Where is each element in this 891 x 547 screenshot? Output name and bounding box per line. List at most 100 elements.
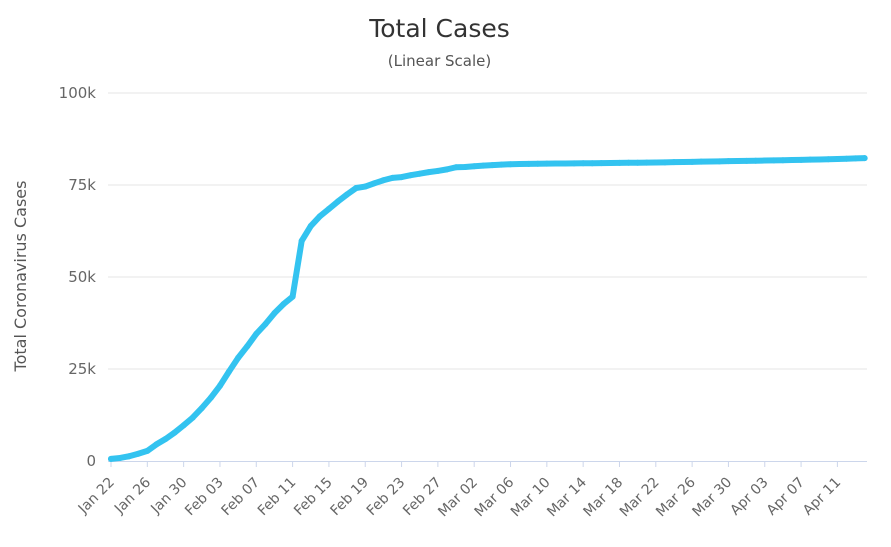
data-point[interactable] [226,368,233,375]
x-tick-label: Mar 10 [508,475,554,521]
data-point[interactable] [580,160,587,167]
data-point[interactable] [707,158,714,165]
data-point[interactable] [298,237,305,244]
data-point[interactable] [634,159,641,166]
data-point[interactable] [589,160,596,167]
data-point[interactable] [144,447,151,454]
data-point[interactable] [525,160,532,167]
data-point[interactable] [135,450,142,457]
series-layer [108,155,868,462]
data-point[interactable] [716,158,723,165]
data-point[interactable] [153,441,160,448]
data-point[interactable] [562,160,568,167]
data-point[interactable] [480,162,487,169]
x-tick-label: Jan 22 [75,475,118,518]
data-point[interactable] [162,436,169,443]
x-tick-label: Apr 11 [800,475,844,519]
data-point[interactable] [126,453,133,460]
y-tick-label: 0 [86,452,96,470]
data-point[interactable] [316,213,323,220]
y-tick-label: 100k [59,84,97,102]
data-point[interactable] [371,180,378,187]
data-point[interactable] [616,159,623,166]
x-tick-label: Feb 07 [219,475,264,520]
data-point[interactable] [253,330,260,337]
data-point[interactable] [271,310,278,317]
data-point[interactable] [471,163,478,170]
data-point[interactable] [743,157,750,164]
data-point[interactable] [289,293,296,300]
data-point[interactable] [843,155,850,162]
data-point[interactable] [680,159,687,165]
data-point[interactable] [325,205,332,212]
data-point[interactable] [861,155,868,162]
data-point[interactable] [398,174,405,181]
data-point[interactable] [235,354,242,361]
data-point[interactable] [207,394,214,401]
data-point[interactable] [216,382,223,389]
data-point[interactable] [443,166,450,173]
data-point[interactable] [489,162,496,169]
x-tick-label: Apr 03 [727,475,771,519]
data-point[interactable] [507,161,514,168]
y-tick-label: 25k [68,360,96,378]
data-point[interactable] [307,223,314,230]
x-tick-label: Mar 14 [544,474,590,520]
x-tick-label: Mar 02 [435,475,481,521]
data-point[interactable] [779,157,786,164]
data-point[interactable] [571,160,578,167]
data-point[interactable] [344,191,351,198]
data-point[interactable] [552,160,559,167]
data-point[interactable] [661,159,668,166]
data-point[interactable] [171,429,178,436]
data-point[interactable] [453,164,460,171]
data-point[interactable] [752,157,759,164]
data-point[interactable] [434,167,441,174]
data-point[interactable] [852,155,859,162]
data-point[interactable] [117,454,124,461]
data-point[interactable] [652,159,659,166]
data-point[interactable] [280,301,287,308]
data-point[interactable] [108,455,114,462]
data-point[interactable] [362,183,369,190]
data-point[interactable] [498,161,505,168]
data-point[interactable] [262,321,269,328]
data-point[interactable] [416,170,423,177]
x-tick-label: Mar 30 [690,475,736,521]
data-point[interactable] [607,159,614,166]
data-point[interactable] [407,172,414,179]
data-point[interactable] [734,158,741,165]
data-point[interactable] [816,156,823,163]
data-point[interactable] [425,169,432,176]
data-point[interactable] [189,414,196,421]
data-point[interactable] [761,157,768,164]
data-point[interactable] [689,158,696,165]
data-point[interactable] [834,155,841,162]
data-point[interactable] [180,422,187,429]
data-point[interactable] [598,160,605,167]
data-point[interactable] [516,161,523,168]
data-point[interactable] [789,157,795,164]
data-point[interactable] [380,177,387,184]
data-point[interactable] [798,156,805,163]
data-point[interactable] [807,156,814,163]
data-point[interactable] [534,160,541,167]
data-point[interactable] [698,158,705,165]
data-point[interactable] [725,158,732,165]
x-tick-label: Mar 22 [617,475,663,521]
data-point[interactable] [389,174,396,181]
data-point[interactable] [643,159,650,166]
data-point[interactable] [543,160,550,167]
data-point[interactable] [670,159,677,166]
data-point[interactable] [353,184,360,191]
gridlines [108,92,867,370]
data-point[interactable] [625,159,632,166]
data-point[interactable] [825,156,832,163]
data-point[interactable] [770,157,777,164]
data-point[interactable] [335,198,341,205]
data-point[interactable] [198,405,205,412]
data-point[interactable] [462,163,469,170]
data-point[interactable] [244,343,251,350]
